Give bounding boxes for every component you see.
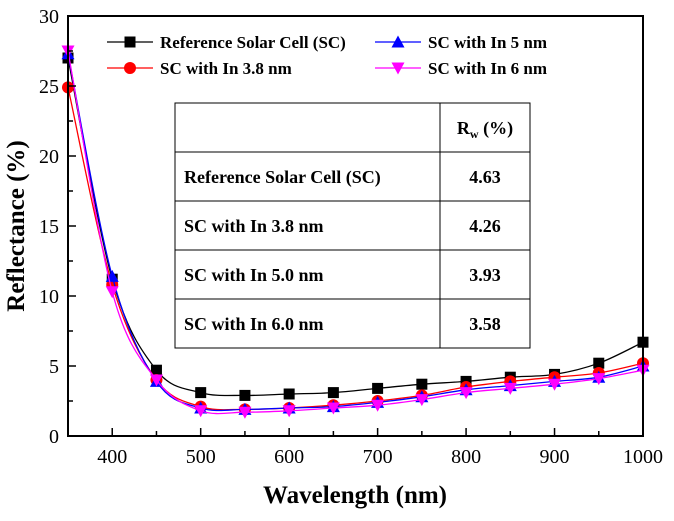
triangle-down-marker: [282, 405, 296, 418]
triangle-down-marker: [459, 387, 473, 400]
y-axis-label: Reflectance (%): [3, 140, 30, 311]
triangle-down-marker: [371, 399, 385, 412]
rw-main: R: [457, 118, 471, 138]
x-tick-label: 700: [363, 446, 393, 468]
triangle-down-marker: [503, 382, 517, 395]
table-cell-rw: 3.58: [469, 314, 501, 334]
square-marker: [416, 378, 428, 390]
triangle-up-marker: [391, 35, 405, 48]
x-tick-label: 600: [274, 446, 304, 468]
triangle-down-marker: [548, 378, 562, 391]
series-3: [61, 45, 650, 419]
table-cell-sample: SC with In 3.8 nm: [184, 216, 324, 236]
square-marker: [372, 382, 384, 394]
triangle-down-marker: [415, 394, 429, 407]
x-tick-label: 1000: [623, 446, 663, 468]
x-axis-label: Wavelength (nm): [263, 482, 447, 509]
square-marker: [593, 357, 605, 369]
square-marker: [327, 387, 339, 399]
square-marker: [124, 36, 136, 48]
triangle-down-marker: [326, 402, 340, 415]
x-tick-label: 900: [540, 446, 570, 468]
square-marker: [239, 389, 251, 401]
legend-item: Reference Solar Cell (SC): [107, 33, 346, 52]
legend-label: SC with In 5 nm: [428, 33, 547, 52]
square-marker: [150, 364, 162, 376]
legend-item: SC with In 5 nm: [375, 33, 547, 52]
x-tick-label: 800: [451, 446, 481, 468]
table-cell-rw: 4.63: [469, 167, 501, 187]
table-cell-rw: 4.26: [469, 216, 501, 236]
y-tick-label: 30: [39, 6, 59, 28]
legend-item: SC with In 6 nm: [375, 59, 547, 78]
triangle-down-marker: [592, 373, 606, 386]
legend-label: SC with In 6 nm: [428, 59, 547, 78]
triangle-down-marker: [391, 62, 405, 75]
triangle-down-marker: [105, 286, 119, 299]
y-tick-label: 10: [39, 286, 59, 308]
table-cell-sample: SC with In 6.0 nm: [184, 314, 324, 334]
legend-label: Reference Solar Cell (SC): [160, 33, 346, 52]
y-tick-label: 0: [49, 426, 59, 448]
y-tick-label: 15: [39, 216, 59, 238]
square-marker: [283, 388, 295, 400]
table-frame: [174, 102, 531, 349]
table-cell-sample: SC with In 5.0 nm: [184, 265, 324, 285]
table-cell-sample: Reference Solar Cell (SC): [184, 167, 381, 188]
legend-item: SC with In 3.8 nm: [107, 59, 292, 78]
triangle-down-marker: [238, 406, 252, 419]
table-cell-rw: 3.93: [469, 265, 501, 285]
x-tick-label: 400: [97, 446, 127, 468]
legend-label: SC with In 3.8 nm: [160, 59, 292, 78]
x-tick-label: 500: [186, 446, 216, 468]
table-header-rw: Rw (%): [457, 118, 513, 141]
rw-unit: (%): [479, 118, 514, 139]
y-tick-label: 5: [49, 356, 59, 378]
triangle-down-marker: [194, 405, 208, 418]
triangle-down-marker: [149, 374, 163, 387]
circle-marker: [124, 62, 136, 74]
square-marker: [195, 387, 207, 399]
y-tick-label: 20: [39, 146, 59, 168]
y-tick-label: 25: [39, 76, 59, 98]
rw-subscript: w: [470, 127, 479, 141]
